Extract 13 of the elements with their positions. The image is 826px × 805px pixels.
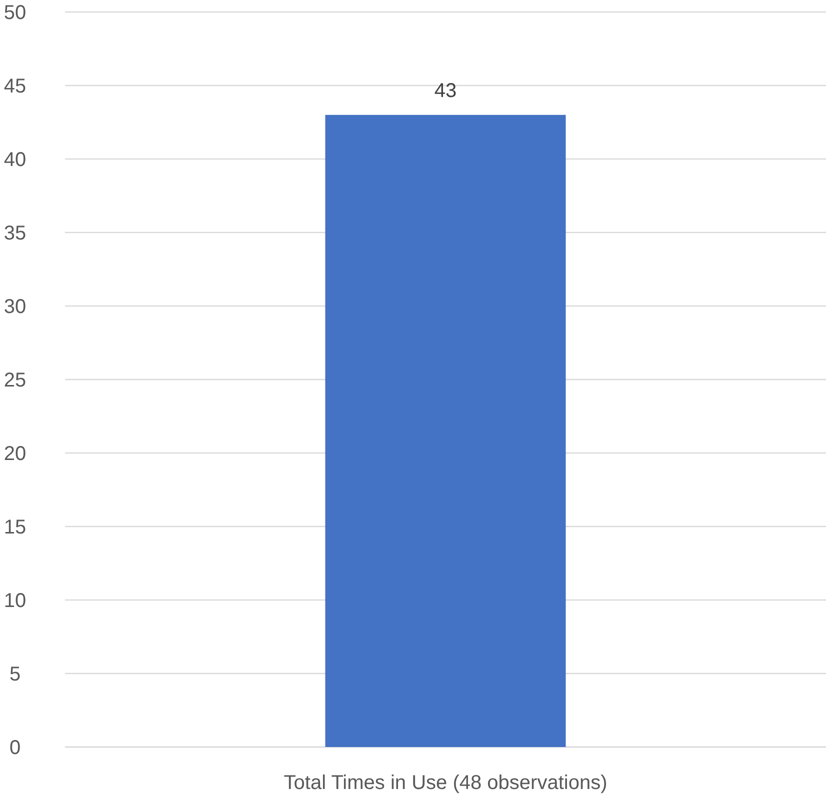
x-tick-label: Total Times in Use (48 observations)	[284, 772, 608, 794]
y-tick-label: 35	[4, 222, 26, 244]
y-tick-label: 25	[4, 370, 26, 392]
y-tick-label: 5	[9, 664, 21, 686]
y-tick-label: 45	[4, 76, 26, 98]
y-tick-label: 10	[4, 590, 26, 612]
y-tick-label: 50	[4, 2, 26, 24]
data-label: 43	[434, 80, 457, 102]
y-tick-label: 0	[9, 737, 21, 759]
y-tick-label: 40	[4, 149, 26, 171]
y-tick-label: 15	[4, 516, 26, 538]
y-tick-label: 20	[4, 443, 26, 465]
y-tick-label: 30	[4, 296, 26, 318]
